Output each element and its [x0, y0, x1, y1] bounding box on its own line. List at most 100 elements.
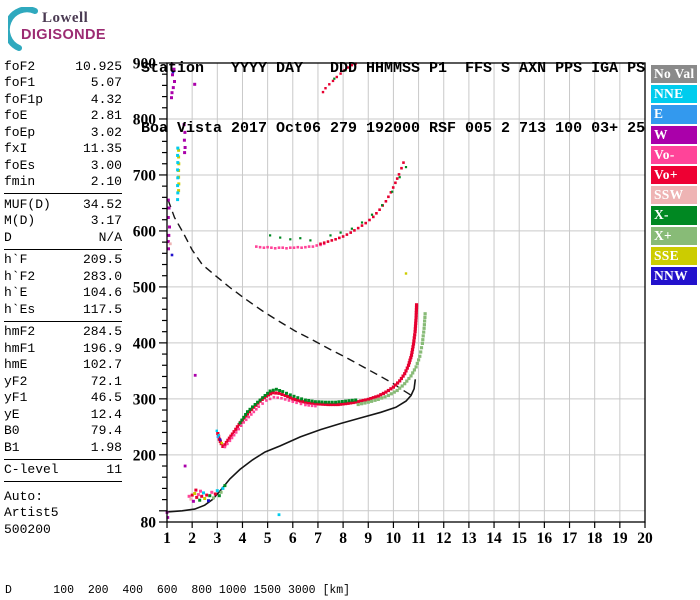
- param-label: h`Es: [4, 301, 36, 317]
- param-row: yF2 72.1: [4, 374, 122, 391]
- series-stray-cyan-dot: [277, 513, 281, 517]
- header-columns-line: Station YYYY DAY DDD HHMMSS P1 FFS S AXN…: [141, 60, 646, 77]
- x-axis: 1 2 3 4 5 6 7 8 9 10 11 12 13 14 15 16 17 18 19 20: [163, 522, 653, 547]
- series-f-trace-extraordinary-light-green: [356, 312, 427, 407]
- axis-tick-label: 4: [239, 530, 247, 547]
- axis-tick-label: 20: [637, 530, 653, 547]
- series-f-trace-dark-green: [238, 387, 358, 425]
- axis-tick-label: 15: [511, 530, 527, 547]
- param-section: C-level 11: [4, 458, 122, 482]
- series-stray-salmon-dot: [168, 242, 172, 246]
- legend-item-nne: NNE: [651, 85, 697, 104]
- legend-item-x-: X-: [651, 206, 697, 225]
- param-label: yE: [4, 406, 20, 422]
- axis-tick-label: 200: [133, 447, 157, 464]
- param-row: B1 1.98: [4, 440, 122, 457]
- footer-block: D 100 200 400 600 800 1000 1500 3000 [km…: [5, 555, 695, 600]
- param-label: Auto:: [4, 488, 44, 504]
- param-row: foF1p 4.32: [4, 92, 122, 109]
- echo-classification-legend: No Val NNE E W Vo- Vo+ SSW X- X+ SSE NNW: [651, 65, 697, 287]
- axis-tick-label: 6: [289, 530, 297, 547]
- param-row: foEp 3.02: [4, 125, 122, 142]
- series-stray-olive-dot: [404, 272, 408, 275]
- param-row: hmF1 196.9: [4, 341, 122, 358]
- axis-tick-label: 80: [141, 515, 157, 532]
- legend-item-vo-: Vo-: [651, 145, 697, 164]
- param-row: fmin 2.10: [4, 174, 122, 191]
- scaled-parameters-panel: foF2 10.925 foF1 5.07 foF1p 4.32 foE 2.81 foEp 3.…: [4, 56, 122, 541]
- param-label: hmF2: [4, 324, 36, 339]
- logo-lowell-text: Lowell: [42, 10, 89, 26]
- param-label: yF2: [4, 373, 28, 389]
- header-values-line: Boa Vista 2017 Oct06 279 192000 RSF 005 …: [141, 120, 646, 137]
- series-muf-transmission-curve: [167, 199, 414, 398]
- axis-tick-label: 8: [339, 530, 347, 547]
- param-value: 11.35: [82, 141, 122, 156]
- series-spread-f-magenta-upper: [170, 62, 197, 100]
- axis-tick-label: 18: [587, 530, 603, 547]
- param-value: 5.07: [90, 75, 122, 90]
- param-label: B0: [4, 423, 20, 438]
- param-label: h`E: [4, 285, 28, 300]
- legend-item-e: E: [651, 105, 697, 124]
- param-label: yF1: [4, 390, 28, 405]
- param-value: 1.98: [90, 439, 122, 455]
- param-value: 3.02: [90, 124, 122, 140]
- param-label: foE: [4, 108, 28, 123]
- legend-item-nnw: NNW: [651, 266, 697, 286]
- logo-arc-icon: [8, 7, 38, 51]
- series-electron-density-profile: [166, 379, 417, 513]
- axis-tick-label: 700: [133, 167, 157, 184]
- param-row: D N/A: [4, 230, 122, 247]
- axis-tick-label: 2: [188, 530, 196, 547]
- param-section: MUF(D) 34.52 M(D) 3.17 D N/A: [4, 193, 122, 249]
- axis-tick-label: 7: [314, 530, 322, 547]
- param-value: 284.5: [82, 324, 122, 339]
- legend-item-vo+: Vo+: [651, 165, 697, 185]
- series-spread-f-magenta-lower: [166, 198, 171, 251]
- param-value: N/A: [98, 229, 122, 245]
- param-value: 46.5: [90, 390, 122, 405]
- param-value: 11: [106, 462, 122, 477]
- param-row: foF1 5.07: [4, 75, 122, 92]
- param-row: h`F2 283.0: [4, 269, 122, 286]
- legend-item-sse: SSE: [651, 246, 697, 265]
- param-value: 3.00: [90, 157, 122, 173]
- param-label: foEs: [4, 157, 36, 173]
- param-label: Artist5: [4, 505, 59, 520]
- param-row: foEs 3.00: [4, 158, 122, 175]
- param-row: MUF(D) 34.52: [4, 197, 122, 214]
- series-spread-f-magenta-mid: [182, 123, 187, 155]
- axis-tick-label: 900: [133, 56, 157, 73]
- series-stray-navy-dots: [170, 70, 175, 257]
- axis-tick-label: 300: [133, 391, 157, 408]
- axis-tick-label: 500: [133, 279, 157, 296]
- series-f-trace-ordinary-red: [216, 303, 419, 448]
- axis-tick-label: 400: [133, 335, 157, 352]
- param-value: 3.17: [90, 213, 122, 228]
- axis-tick-label: 12: [436, 530, 452, 547]
- axis-tick-label: 19: [612, 530, 628, 547]
- param-label: foF1p: [4, 91, 44, 107]
- param-value: 283.0: [82, 268, 122, 284]
- param-value: 12.4: [90, 406, 122, 422]
- param-row: 500200: [4, 522, 122, 539]
- plot-grid: [167, 63, 645, 522]
- legend-item-noval: No Val: [651, 65, 697, 84]
- param-value: 209.5: [82, 252, 122, 267]
- param-label: M(D): [4, 213, 36, 228]
- param-row: M(D) 3.17: [4, 213, 122, 230]
- param-value: 117.5: [82, 301, 122, 317]
- series-f-trace-pink-underside: [223, 395, 317, 449]
- param-section: foF2 10.925 foF1 5.07 foF1p 4.32 foE 2.81 foEp 3.…: [4, 56, 122, 193]
- param-label: D: [4, 229, 12, 245]
- param-label: foEp: [4, 124, 36, 140]
- param-row: h`Es 117.5: [4, 302, 122, 319]
- param-label: B1: [4, 439, 20, 455]
- param-row: yE 12.4: [4, 407, 122, 424]
- param-section: hmF2 284.5 hmF1 196.9 hmE 102.7 yF2 72.1 yF1 46.5…: [4, 320, 122, 459]
- param-value: 34.52: [82, 196, 122, 212]
- series-second-hop-green-specks: [269, 166, 408, 242]
